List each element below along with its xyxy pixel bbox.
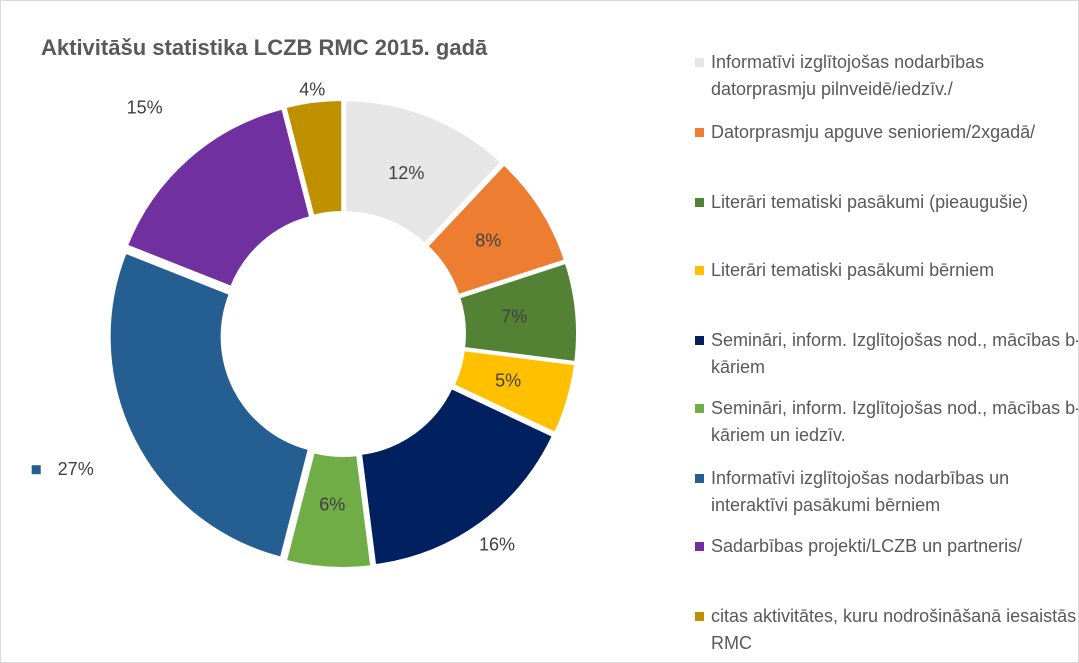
data-label: 7% <box>501 307 527 327</box>
data-label: 16% <box>479 535 515 555</box>
legend-label: Sadarbības projekti/LCZB un partneris/ <box>711 536 1023 556</box>
legend-label: Semināri, inform. Izglītojošas nod., māc… <box>711 330 1079 377</box>
donut-slice <box>426 163 567 297</box>
donut-slice <box>125 107 312 289</box>
legend-swatch <box>695 58 704 67</box>
donut-slice <box>458 261 578 364</box>
legend-swatch <box>695 474 704 483</box>
legend-item: Informatīvi izglītojošas nodarbības dato… <box>691 49 1078 103</box>
legend-item: citas aktivitātes, kuru nodrošināšanā ie… <box>691 603 1078 657</box>
legend-label: citas aktivitātes, kuru nodrošināšanā ie… <box>711 606 1077 653</box>
donut-slice <box>344 99 503 246</box>
donut-slice <box>284 451 373 569</box>
legend-label: Informatīvi izglītojošas nodarbības un i… <box>711 468 1010 515</box>
legend-item: Semināri, inform. Izglītojošas nod., māc… <box>691 327 1079 381</box>
legend-label: Literāri tematiski pasākumi bērniem <box>711 260 995 280</box>
data-label: 6% <box>319 494 345 514</box>
legend-item: Informatīvi izglītojošas nodarbības un i… <box>691 465 1078 519</box>
data-label: 4% <box>299 80 325 100</box>
data-label: 15% <box>127 98 163 118</box>
legend-label: Datorprasmju apguve senioriem/2xgadā/ <box>711 122 1036 142</box>
donut-slice <box>284 99 344 217</box>
legend-swatch <box>695 542 704 551</box>
data-label: 12% <box>388 163 424 183</box>
legend-swatch <box>695 612 704 621</box>
donut-slice <box>452 349 577 435</box>
data-label: 8% <box>475 231 501 251</box>
legend-swatch <box>695 266 704 275</box>
legend-swatch <box>695 404 704 413</box>
legend-swatch <box>695 128 704 137</box>
legend-item: Semināri, inform. Izglītojošas nod., māc… <box>691 395 1079 449</box>
legend-item: Sadarbības projekti/LCZB un partneris/ <box>691 533 1078 560</box>
legend-label: Semināri, inform. Izglītojošas nod., māc… <box>711 398 1079 445</box>
chart-title: Aktivitāšu statistika LCZB RMC 2015. gad… <box>41 35 488 60</box>
data-label: 27% <box>58 459 94 479</box>
legend-swatch <box>695 198 704 207</box>
legend-item: Literāri tematiski pasākumi bērniem <box>691 257 1078 284</box>
label-key <box>31 465 41 475</box>
legend-label: Literāri tematiski pasākumi (pieaugušie) <box>711 192 1029 212</box>
legend-item: Literāri tematiski pasākumi (pieaugušie) <box>691 189 1078 216</box>
legend-swatch <box>695 336 704 345</box>
donut-slice <box>108 251 311 559</box>
legend-label: Informatīvi izglītojošas nodarbības dato… <box>711 52 985 99</box>
donut-slice <box>359 386 555 567</box>
data-label: 5% <box>495 371 521 391</box>
legend-item: Datorprasmju apguve senioriem/2xgadā/ <box>691 119 1078 146</box>
